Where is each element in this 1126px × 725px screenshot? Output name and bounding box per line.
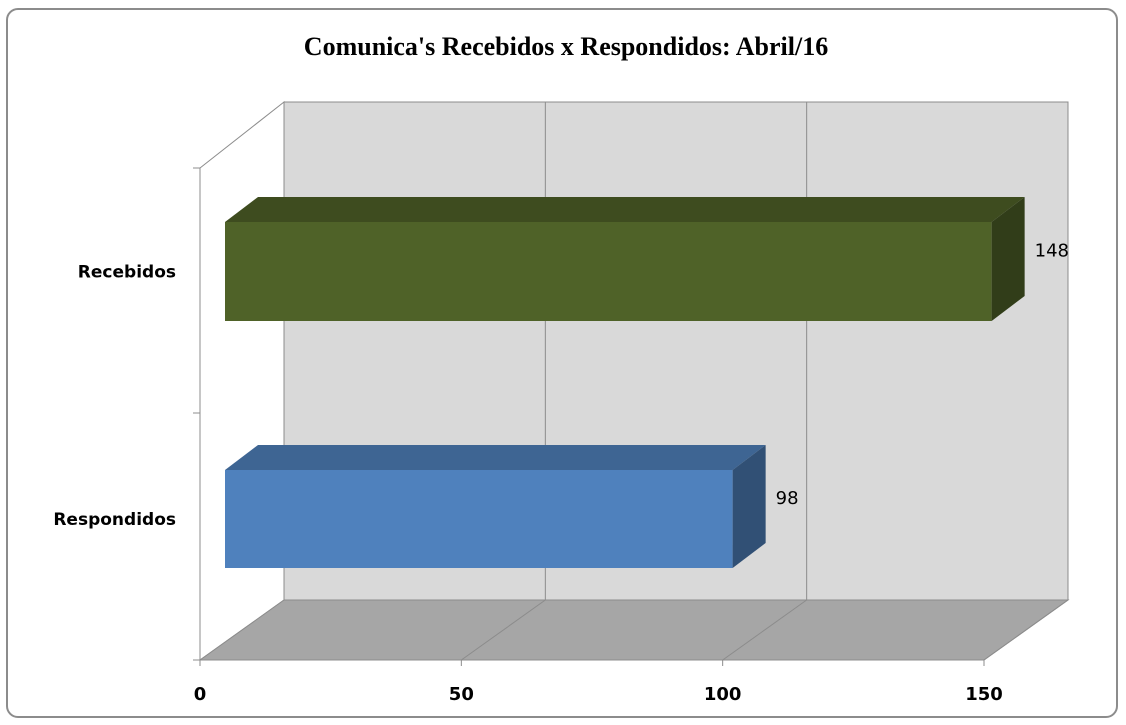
floor-gridline-150: [983, 599, 1069, 661]
floor-gridline-100: [722, 599, 807, 661]
bars: [225, 197, 1025, 568]
floor: [198, 599, 1070, 661]
bar-recebidos: [225, 222, 992, 321]
bar-side-respondidos: [732, 445, 766, 568]
x-tick-label-0: 0: [194, 684, 207, 705]
chart-title: Comunica's Recebidos x Respondidos: Abri…: [304, 32, 828, 61]
bar-top-respondidos: [225, 445, 766, 470]
x-tick-label-50: 50: [449, 684, 474, 705]
category-label-respondidos: Respondidos: [53, 510, 176, 530]
bar-respondidos: [225, 470, 733, 568]
x-tick-label-150: 150: [965, 684, 1003, 705]
side-wall: [199, 100, 285, 661]
floor-gridline-50: [461, 599, 546, 661]
data-label-respondidos: 98: [776, 488, 799, 509]
category-label-recebidos: Recebidos: [78, 263, 176, 283]
labels: 0 50 100 150 148 Recebidos 98 Respondidos: [53, 241, 1069, 706]
bar-top-recebidos: [225, 197, 1025, 222]
data-label-recebidos: 148: [1035, 241, 1069, 262]
bar-side-recebidos: [991, 197, 1025, 321]
x-tick-label-100: 100: [704, 684, 742, 705]
